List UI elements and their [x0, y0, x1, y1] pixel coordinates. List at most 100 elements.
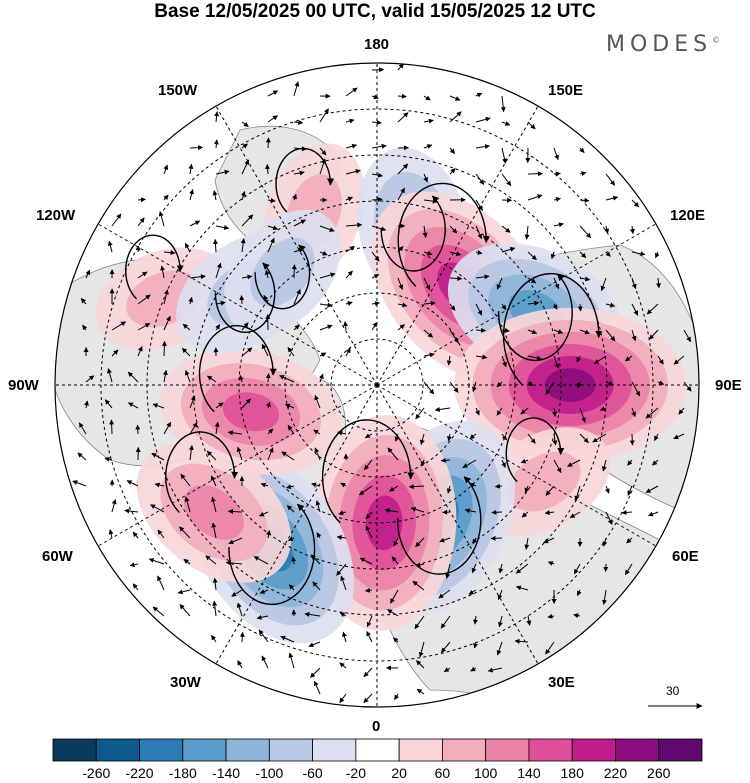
wind-vector — [137, 322, 151, 331]
wind-vector — [553, 197, 561, 202]
wind-vector — [631, 277, 637, 290]
wind-vector — [496, 381, 503, 388]
wind-vector — [206, 450, 217, 461]
wind-vector — [527, 121, 536, 130]
wind-vector — [414, 615, 425, 630]
wind-vector — [189, 188, 195, 201]
wind-vector — [497, 615, 503, 628]
wind-vector — [579, 276, 591, 282]
wind-vector — [408, 484, 425, 490]
wind-vector — [345, 245, 355, 253]
wind-vector — [475, 116, 491, 123]
wind-vector — [422, 225, 428, 238]
wind-vector — [215, 324, 221, 331]
wind-vector — [338, 510, 347, 516]
wind-vector — [631, 303, 639, 316]
wind-vector — [126, 480, 139, 487]
wind-vector — [240, 190, 246, 201]
streamline — [502, 272, 603, 386]
wind-vector — [475, 92, 483, 98]
wind-vector — [163, 250, 176, 256]
streamline — [321, 419, 415, 524]
wind-vector — [188, 296, 194, 305]
streamline — [165, 431, 239, 513]
wind-vector — [77, 452, 87, 461]
wind-vector — [132, 583, 139, 591]
streamline — [214, 262, 276, 333]
wind-vector — [240, 238, 246, 253]
wind-vector — [524, 537, 530, 550]
wind-vector — [446, 485, 452, 494]
wind-vector — [213, 139, 219, 149]
wind-vector — [397, 302, 408, 308]
colorbar-swatch — [658, 738, 703, 762]
colorbar-swatch — [485, 738, 530, 762]
wind-vector — [339, 612, 347, 618]
wind-vector — [393, 637, 399, 643]
wind-vector — [293, 170, 305, 176]
wind-vector — [501, 173, 512, 187]
wind-vector — [646, 303, 659, 315]
wind-vector — [267, 90, 279, 97]
wind-vector — [291, 556, 297, 565]
wind-vector — [553, 459, 562, 474]
wind-vector — [645, 485, 659, 493]
wind-vector — [215, 169, 230, 175]
wind-vector — [236, 446, 243, 461]
wind-vector — [514, 638, 529, 644]
wind-vector — [215, 300, 226, 306]
wind-vector — [137, 271, 148, 279]
wind-vector — [293, 324, 300, 331]
wind-vector — [212, 577, 218, 591]
colorbar-tick-label: 180 — [560, 765, 584, 781]
streamline — [397, 182, 490, 287]
wind-vector — [371, 197, 383, 203]
wind-vector — [440, 457, 451, 463]
wind-vector — [184, 242, 191, 253]
wind-vector — [415, 537, 425, 548]
wind-vector — [625, 355, 633, 362]
wind-vector — [157, 529, 165, 539]
wind-vector — [336, 563, 347, 576]
wind-vector — [438, 589, 451, 599]
wind-vector — [574, 485, 581, 502]
wind-vector — [238, 374, 244, 383]
wind-vector — [579, 251, 587, 259]
wind-vector — [673, 355, 685, 365]
wind-vector — [104, 399, 113, 409]
wind-vector — [265, 163, 271, 175]
wind-vector — [285, 484, 295, 490]
wind-vector — [631, 199, 640, 208]
wind-vector — [449, 381, 459, 393]
wind-vector — [151, 452, 165, 461]
wind-vector — [189, 422, 198, 435]
map-title: Base 12/05/2025 00 UTC, valid 15/05/2025… — [154, 1, 596, 22]
wind-vector — [345, 222, 363, 228]
wind-vector — [579, 407, 586, 423]
wind-vector — [80, 298, 87, 305]
colorbar-swatch — [225, 738, 270, 762]
wind-vector — [604, 485, 610, 494]
colorbar-tick-label: 140 — [517, 765, 541, 781]
wind-vector — [265, 137, 271, 149]
wind-vector — [183, 558, 191, 565]
colorbar-tick-label: 220 — [603, 765, 628, 781]
wind-vector — [445, 563, 451, 579]
wind-vector — [599, 406, 607, 411]
colorbar-tick-label: -180 — [168, 765, 197, 781]
wind-vector — [387, 609, 399, 617]
wind-vector — [543, 537, 555, 544]
wind-vector — [605, 173, 616, 186]
wind-vector — [579, 171, 587, 177]
colorbar-tick-label: -140 — [212, 765, 241, 781]
wind-vector — [85, 375, 95, 383]
wind-vector — [602, 537, 608, 547]
wind-vector — [267, 225, 279, 231]
wind-vector — [267, 198, 276, 203]
wind-vector — [111, 499, 117, 513]
wind-vector — [267, 237, 275, 253]
wind-vector — [214, 111, 220, 123]
wind-vector — [241, 347, 253, 357]
wind-vector — [501, 246, 516, 253]
wind-vector — [631, 407, 636, 418]
